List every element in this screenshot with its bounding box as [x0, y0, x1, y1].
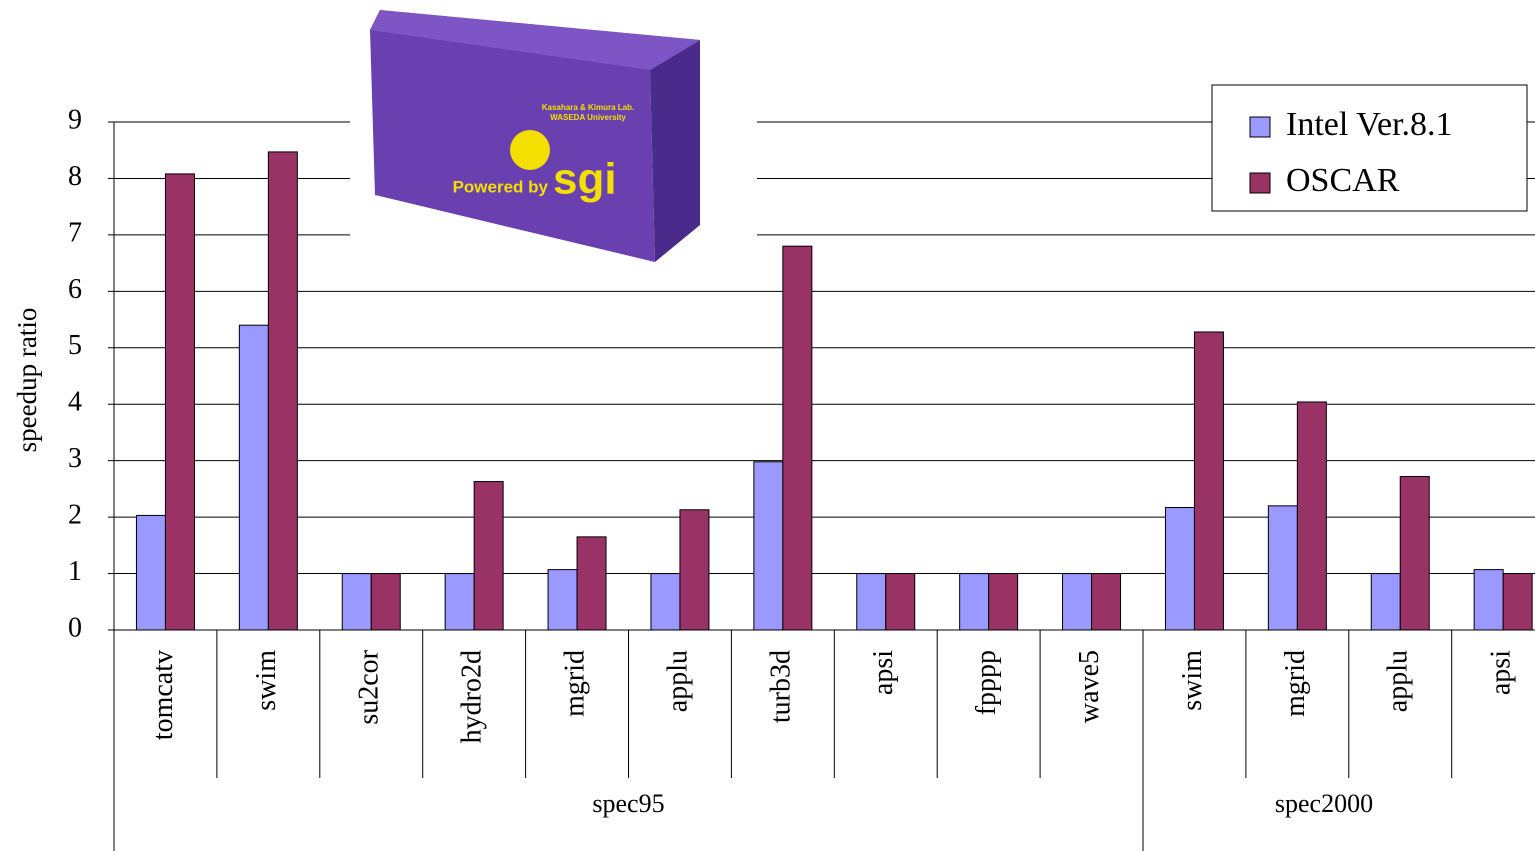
- bar: [164, 173, 195, 631]
- image-text: Powered by: [453, 177, 549, 196]
- x-tick-label: wave5: [1074, 650, 1105, 723]
- bar: [959, 573, 990, 631]
- bar: [444, 573, 475, 631]
- group-label: spec95: [592, 789, 664, 818]
- x-tick-label: apsi: [868, 650, 899, 695]
- y-tick-label: 6: [68, 274, 82, 305]
- x-tick-label: mgrid: [1280, 650, 1311, 717]
- legend-swatch: [1249, 172, 1271, 194]
- bar: [1473, 569, 1504, 631]
- y-tick-label: 8: [68, 161, 82, 192]
- x-tick-label: swim: [1177, 650, 1208, 711]
- group-label: spec2000: [1275, 789, 1373, 818]
- x-tick-label: turb3d: [765, 650, 796, 723]
- bar: [753, 461, 784, 631]
- y-tick-label: 4: [68, 387, 82, 418]
- bar: [473, 481, 504, 631]
- y-tick-label: 1: [68, 556, 82, 587]
- x-tick-label: applu: [1383, 650, 1414, 712]
- bar: [1091, 573, 1122, 631]
- bar: [341, 573, 372, 631]
- bar: [238, 324, 269, 631]
- bar: [1399, 475, 1430, 631]
- bar: [1267, 505, 1298, 631]
- y-tick-label: 5: [68, 330, 82, 361]
- bar: [650, 573, 681, 631]
- y-axis-title: speedup ratio: [12, 308, 42, 453]
- image-box-side: [650, 40, 700, 262]
- legend-label: OSCAR: [1286, 162, 1400, 199]
- y-tick-label: 9: [68, 104, 82, 135]
- x-tick-label: fpppp: [971, 650, 1002, 715]
- image-logo: [510, 130, 550, 170]
- bar: [135, 514, 166, 631]
- bar: [1062, 573, 1093, 631]
- x-tick-label: hydro2d: [457, 650, 488, 743]
- x-tick-label: apsi: [1486, 650, 1517, 695]
- image-text: WASEDA University: [550, 113, 626, 122]
- bar: [679, 509, 710, 631]
- legend-label: Intel Ver.8.1: [1286, 106, 1453, 143]
- x-tick-label: tomcatv: [148, 650, 179, 740]
- image-text: Kasahara & Kimura Lab.: [542, 103, 634, 112]
- bar: [1370, 573, 1401, 631]
- bar: [576, 536, 607, 631]
- y-tick-label: 0: [68, 612, 82, 643]
- bar: [1296, 401, 1327, 631]
- bar: [370, 573, 401, 631]
- bar: [885, 573, 916, 631]
- legend-box: [1211, 84, 1528, 212]
- image-text: sgi: [553, 155, 617, 204]
- y-tick-label: 2: [68, 500, 82, 531]
- y-tick-label: 7: [68, 217, 82, 248]
- bar: [856, 573, 887, 631]
- bar: [547, 569, 578, 631]
- bar: [988, 573, 1019, 631]
- bar: [782, 245, 813, 631]
- image-box-top: [370, 10, 700, 70]
- legend-swatch: [1249, 116, 1271, 138]
- product-image: Kasahara & Kimura Lab.WASEDA University P…: [350, 0, 757, 268]
- x-tick-label: applu: [662, 650, 693, 712]
- bar: [1502, 573, 1533, 631]
- bar: [1193, 331, 1224, 631]
- bar: [267, 151, 298, 631]
- y-tick-label: 3: [68, 443, 82, 474]
- x-tick-label: su2cor: [354, 649, 385, 724]
- x-tick-label: swim: [251, 650, 282, 711]
- bar: [1164, 507, 1195, 631]
- x-tick-label: mgrid: [559, 650, 590, 717]
